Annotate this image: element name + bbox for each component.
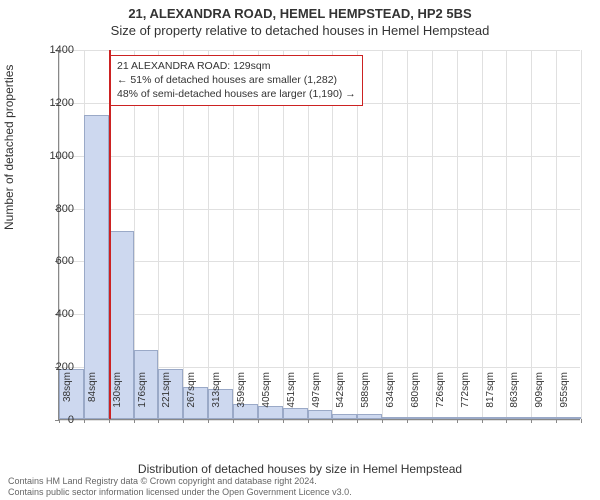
x-tick-label: 221sqm xyxy=(161,372,172,422)
info-line3: 48% of semi-detached houses are larger (… xyxy=(117,87,356,101)
x-tick-label: 817sqm xyxy=(485,372,496,422)
footer-line1: Contains HM Land Registry data © Crown c… xyxy=(8,476,352,487)
x-axis-label: Distribution of detached houses by size … xyxy=(0,462,600,476)
x-tick-label: 863sqm xyxy=(509,372,520,422)
gridline-h xyxy=(59,314,580,315)
y-tick-label: 1200 xyxy=(34,97,74,109)
x-tick-label: 955sqm xyxy=(559,372,570,422)
info-line1: 21 ALEXANDRA ROAD: 129sqm xyxy=(117,59,356,73)
gridline-h xyxy=(59,261,580,262)
y-tick-label: 400 xyxy=(34,308,74,320)
x-tick-label: 451sqm xyxy=(286,372,297,422)
x-tick-label: 313sqm xyxy=(211,372,222,422)
gridline-v xyxy=(482,50,483,419)
y-tick-label: 600 xyxy=(34,255,74,267)
x-tick-label: 84sqm xyxy=(87,372,98,422)
x-tick-label: 267sqm xyxy=(186,372,197,422)
chart-title-line2: Size of property relative to detached ho… xyxy=(0,21,600,38)
gridline-v xyxy=(457,50,458,419)
gridline-v xyxy=(531,50,532,419)
x-tick-label: 359sqm xyxy=(236,372,247,422)
y-tick-label: 1000 xyxy=(34,150,74,162)
x-tick-label: 497sqm xyxy=(311,372,322,422)
info-box: 21 ALEXANDRA ROAD: 129sqm ← 51% of detac… xyxy=(110,55,363,106)
chart-container: 21, ALEXANDRA ROAD, HEMEL HEMPSTEAD, HP2… xyxy=(0,0,600,500)
x-tick-label: 680sqm xyxy=(410,372,421,422)
x-tick-label: 588sqm xyxy=(360,372,371,422)
y-axis-label: Number of detached properties xyxy=(2,65,16,230)
footer-attribution: Contains HM Land Registry data © Crown c… xyxy=(8,476,352,498)
chart-title-line1: 21, ALEXANDRA ROAD, HEMEL HEMPSTEAD, HP2… xyxy=(0,0,600,21)
gridline-v xyxy=(432,50,433,419)
x-tick-label: 909sqm xyxy=(534,372,545,422)
gridline-h xyxy=(59,209,580,210)
gridline-v xyxy=(407,50,408,419)
x-tick-label: 176sqm xyxy=(137,372,148,422)
x-tick-label: 38sqm xyxy=(62,372,73,422)
x-tick-label: 542sqm xyxy=(335,372,346,422)
x-tick-label: 772sqm xyxy=(460,372,471,422)
gridline-v xyxy=(581,50,582,419)
x-tick-label: 634sqm xyxy=(385,372,396,422)
info-line2: ← 51% of detached houses are smaller (1,… xyxy=(117,73,356,87)
footer-line2: Contains public sector information licen… xyxy=(8,487,352,498)
gridline-v xyxy=(382,50,383,419)
gridline-v xyxy=(556,50,557,419)
x-tick-label: 726sqm xyxy=(435,372,446,422)
y-tick-label: 1400 xyxy=(34,44,74,56)
y-tick-label: 800 xyxy=(34,203,74,215)
gridline-h xyxy=(59,156,580,157)
gridline-v xyxy=(506,50,507,419)
x-tick-label: 405sqm xyxy=(261,372,272,422)
x-tick-label: 130sqm xyxy=(112,372,123,422)
gridline-h xyxy=(59,50,580,51)
